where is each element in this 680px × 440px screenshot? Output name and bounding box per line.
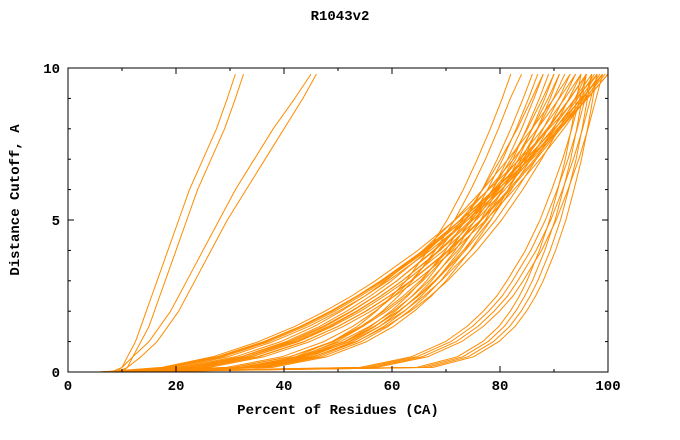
model-curve	[105, 73, 577, 372]
y-tick-label: 0	[52, 366, 60, 382]
model-curve	[108, 73, 577, 372]
x-tick-label: 60	[384, 379, 401, 395]
model-curve	[121, 73, 244, 372]
model-curve	[116, 73, 317, 372]
model-curve	[105, 73, 593, 372]
model-curve	[100, 73, 533, 372]
model-curve	[111, 73, 312, 372]
model-curve	[116, 73, 571, 372]
model-curve	[111, 73, 598, 372]
model-curve	[100, 73, 587, 372]
chart-title: R1043v2	[310, 9, 370, 25]
x-axis-title: Percent of Residues (CA)	[237, 403, 439, 419]
model-curve	[121, 73, 587, 372]
model-curve	[103, 73, 560, 372]
model-curve	[100, 74, 582, 372]
model-curve	[108, 73, 603, 372]
model-curve	[113, 73, 582, 372]
tick-labels: 0 20 40 60 80 100 0 5 10	[43, 62, 620, 395]
model-curve	[116, 73, 236, 372]
x-tick-label: 20	[168, 379, 185, 395]
y-tick-label: 10	[43, 62, 60, 78]
model-curve	[111, 73, 606, 372]
model-curve	[105, 74, 587, 372]
model-curve	[111, 73, 582, 372]
model-curve	[100, 73, 598, 372]
model-curve	[127, 73, 604, 372]
x-tick-label: 0	[64, 379, 72, 395]
model-curve	[116, 73, 604, 372]
model-curve	[116, 73, 608, 372]
axes	[67, 67, 609, 373]
model-curve	[105, 73, 603, 372]
model-curve	[119, 73, 601, 372]
model-curves	[100, 73, 608, 372]
x-tick-label: 80	[492, 379, 509, 395]
y-tick-label: 5	[52, 214, 60, 230]
model-curve	[116, 74, 598, 372]
x-tick-label: 40	[276, 379, 293, 395]
model-curve	[111, 74, 593, 372]
x-tick-label: 100	[595, 379, 620, 395]
model-curve	[100, 73, 571, 372]
model-curve	[111, 73, 566, 372]
